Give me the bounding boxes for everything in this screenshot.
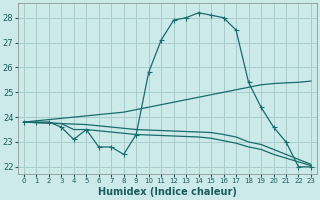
X-axis label: Humidex (Indice chaleur): Humidex (Indice chaleur)	[98, 187, 237, 197]
